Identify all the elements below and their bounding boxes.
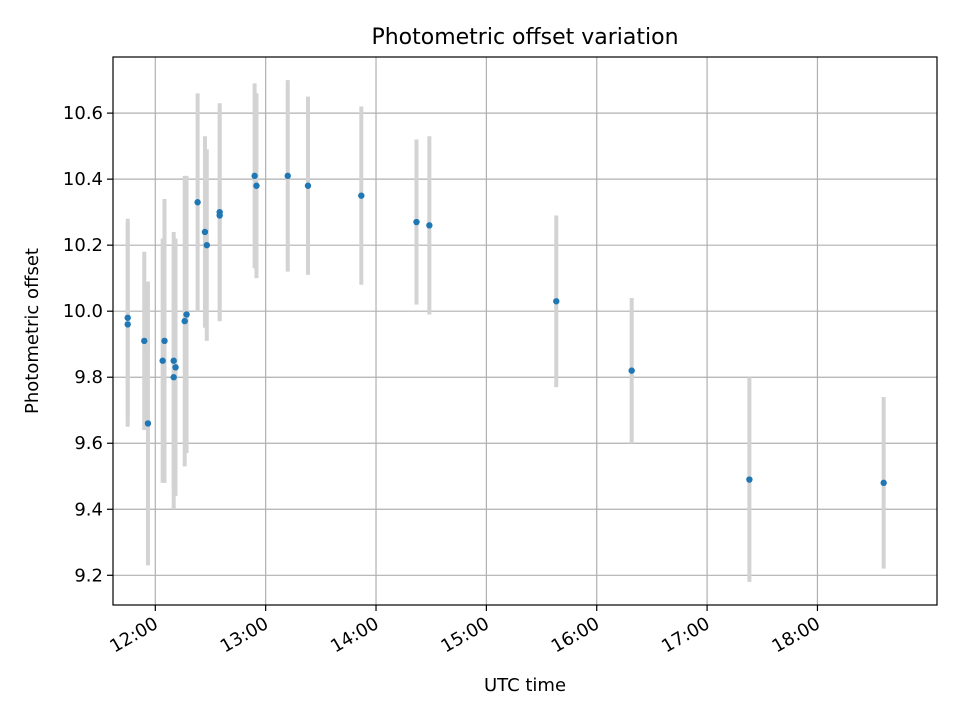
x-tick-label: 14:00 [327, 613, 382, 657]
x-tick-label: 16:00 [548, 613, 603, 657]
data-point [181, 317, 188, 325]
x-tick-label: 13:00 [217, 613, 272, 657]
chart-title: Photometric offset variation [371, 25, 678, 50]
x-tick-label: 12:00 [106, 613, 161, 657]
data-point [203, 241, 211, 249]
x-axis-ticks: 12:00 13:00 14:00 15:00 16:00 17:00 18:00 [106, 605, 824, 657]
data-point [358, 192, 365, 199]
data-point [172, 364, 179, 371]
grid-lines [113, 57, 937, 605]
y-tick-label: 10.0 [63, 301, 103, 322]
x-tick-label: 18:00 [769, 613, 824, 657]
y-tick-label: 10.6 [63, 103, 103, 124]
y-tick-label: 9.6 [74, 433, 103, 454]
data-point [170, 357, 177, 364]
data-point [170, 374, 177, 381]
data-point [253, 182, 260, 189]
data-point [183, 311, 190, 318]
data-point [124, 314, 131, 321]
data-point [251, 172, 258, 180]
data-points [124, 172, 887, 487]
y-tick-label: 10.4 [63, 169, 103, 190]
y-tick-label: 10.2 [63, 235, 103, 256]
data-point [880, 479, 887, 487]
data-point [124, 321, 131, 328]
data-point [413, 218, 420, 226]
data-point [628, 367, 635, 374]
data-point [216, 212, 223, 219]
data-point [201, 228, 209, 236]
data-point [284, 172, 291, 180]
data-point [144, 420, 152, 427]
x-axis-label: UTC time [484, 675, 566, 696]
error-bars [125, 80, 886, 582]
x-tick-label: 15:00 [437, 613, 492, 657]
y-axis-ticks: 9.2 9.4 9.6 9.8 10.0 10.2 10.4 10.6 [63, 103, 113, 586]
data-point [159, 357, 166, 364]
data-point [161, 337, 168, 345]
data-point [141, 337, 148, 345]
y-tick-label: 9.2 [74, 565, 103, 586]
y-axis-label: Photometric offset [22, 248, 43, 414]
x-tick-label: 17:00 [658, 613, 713, 657]
y-tick-label: 9.8 [74, 367, 103, 388]
data-point [194, 199, 201, 206]
data-point [553, 298, 560, 305]
data-point [426, 222, 433, 229]
y-tick-label: 9.4 [74, 499, 103, 520]
data-point [746, 476, 753, 483]
plot-frame [112, 56, 938, 606]
data-point [304, 182, 312, 189]
